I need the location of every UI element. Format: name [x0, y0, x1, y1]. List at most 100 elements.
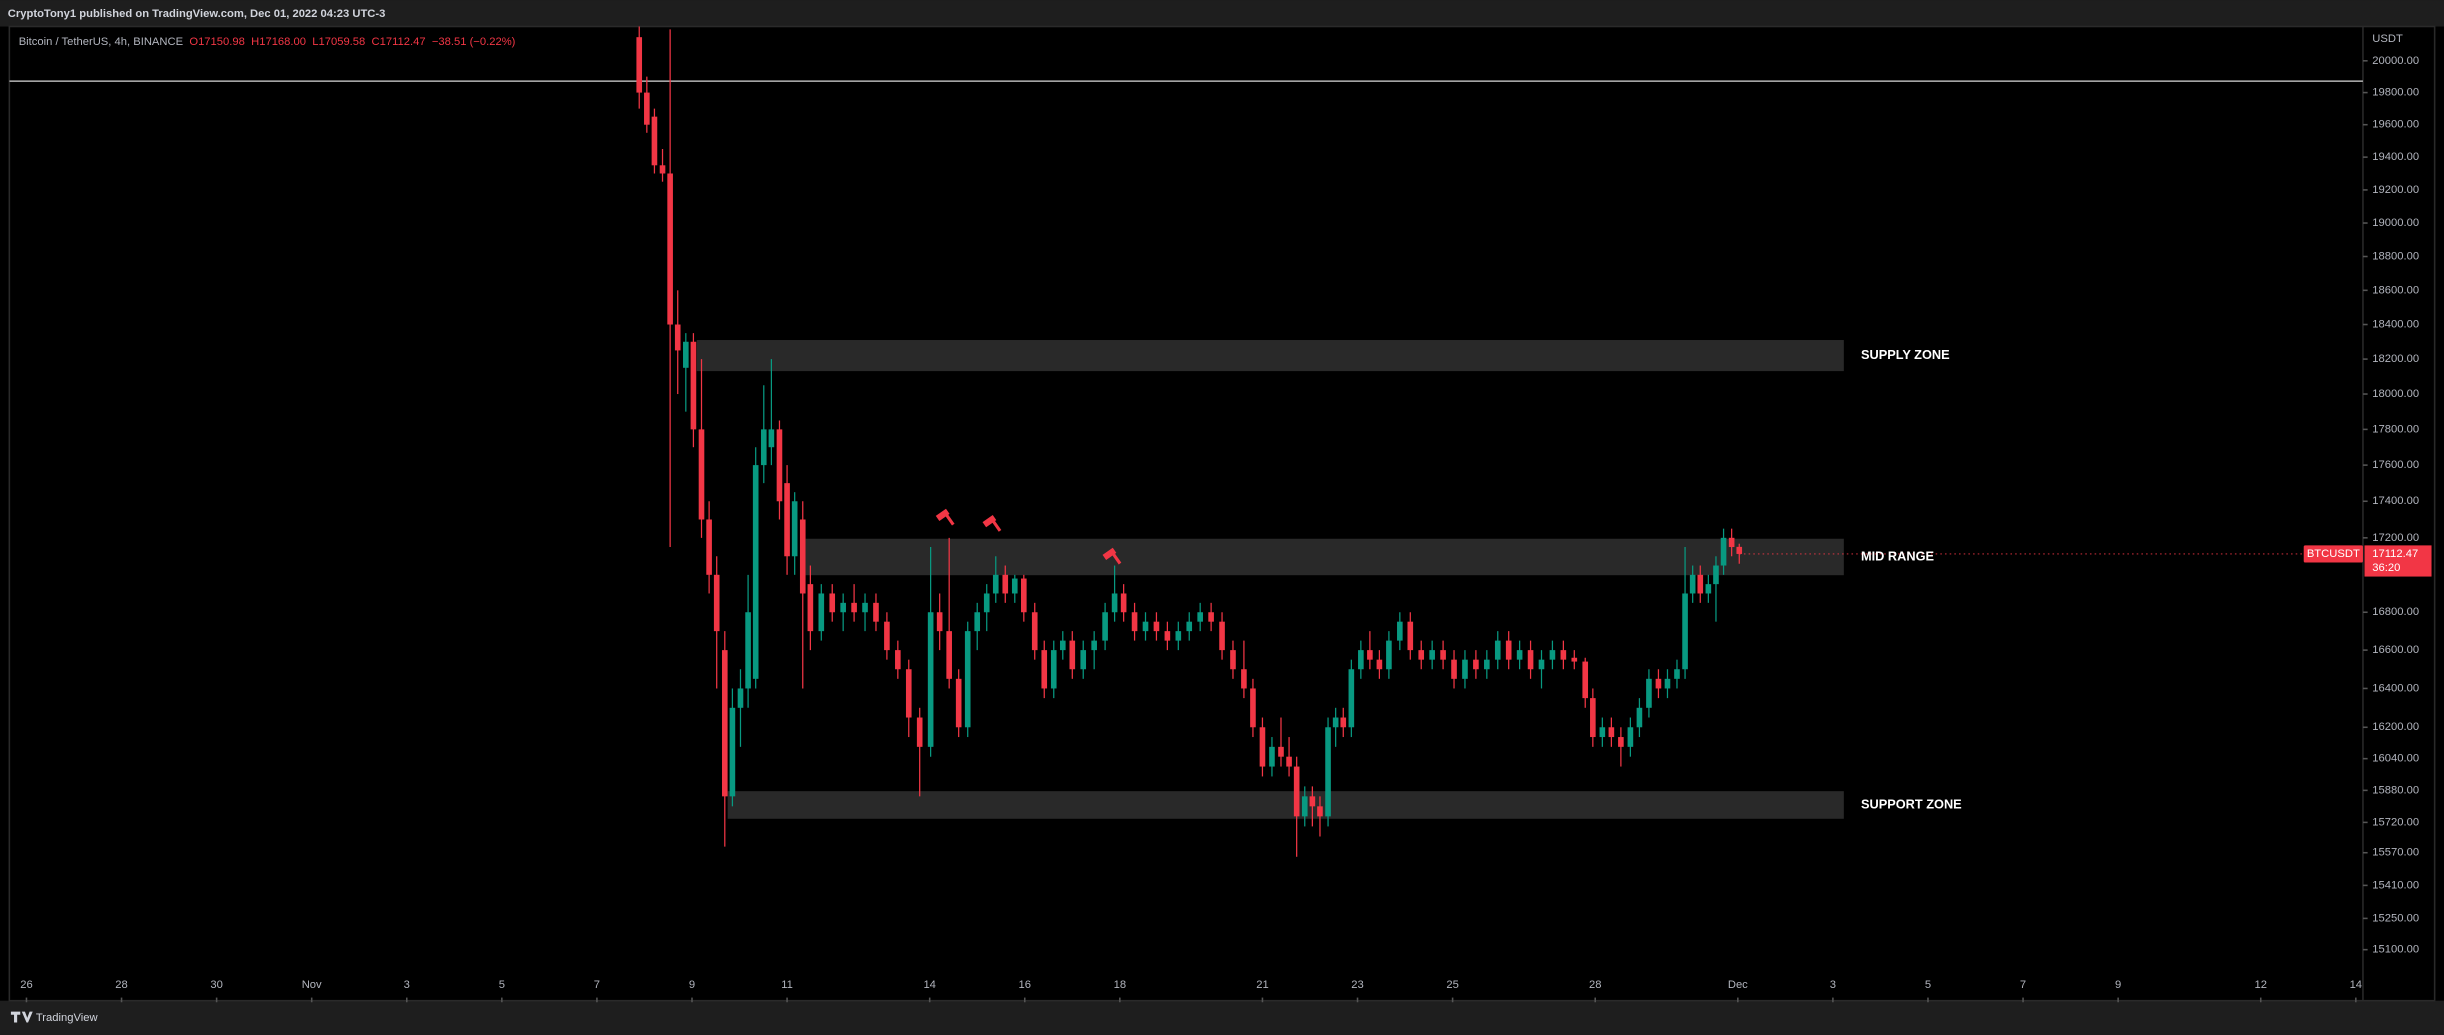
candle-body: [1608, 727, 1615, 738]
x-tick-label: 9: [689, 979, 695, 991]
candle-body: [829, 593, 836, 613]
candle-body: [1011, 578, 1018, 594]
x-tick-label: 7: [2020, 979, 2026, 991]
candle-body: [916, 717, 923, 747]
footer-bar: [0, 1000, 2444, 1035]
y-tick-label: 18000.00: [2372, 388, 2419, 400]
candle-body: [1269, 746, 1275, 767]
candle-body: [955, 678, 962, 728]
candle-body: [1208, 612, 1214, 622]
x-tick-label: 23: [1351, 979, 1363, 991]
y-tick-label: 19600.00: [2372, 119, 2419, 131]
candle-body: [1549, 650, 1556, 660]
x-tick-label: 26: [20, 979, 32, 991]
candle-body: [1340, 717, 1347, 728]
y-tick-label: 15410.00: [2372, 879, 2419, 891]
ohlc-value: C17112.47: [372, 36, 426, 48]
candle-body: [690, 341, 697, 430]
candle-body: [1689, 574, 1696, 594]
candle-body: [1705, 584, 1712, 594]
candle-body: [1002, 574, 1009, 594]
candle-body: [651, 116, 658, 166]
candle-body: [1407, 621, 1414, 651]
candle-body: [1031, 612, 1038, 651]
candle-body: [1021, 578, 1027, 613]
candle-body: [1091, 640, 1097, 651]
price-unit: USDT: [2372, 33, 2403, 45]
x-tick-label: 16: [1019, 979, 1031, 991]
x-tick-label: 30: [210, 979, 222, 991]
candle-body: [1397, 621, 1403, 641]
candle-body: [851, 602, 857, 613]
y-tick-label: 19800.00: [2372, 87, 2419, 99]
x-tick-label: Nov: [302, 979, 322, 991]
y-tick-label: 19200.00: [2372, 184, 2419, 196]
candle-body: [1059, 640, 1066, 651]
candle-body: [1440, 650, 1446, 660]
brand-name: TradingView: [36, 1012, 99, 1024]
candle-body: [1646, 678, 1652, 708]
candle-body: [1484, 659, 1490, 670]
candle-body: [1241, 669, 1247, 689]
candle-body: [644, 92, 650, 125]
candle-body: [1664, 678, 1671, 689]
y-tick-label: 15880.00: [2372, 784, 2419, 796]
candle-body: [636, 37, 643, 93]
y-tick-label: 17400.00: [2372, 495, 2419, 507]
y-tick-label: 19000.00: [2372, 217, 2419, 229]
candle-body: [1186, 621, 1193, 632]
x-tick-label: 12: [2255, 979, 2267, 991]
candle-body: [768, 429, 775, 448]
candle-body: [1080, 650, 1087, 670]
candle-body: [862, 602, 868, 613]
candle-body: [698, 429, 705, 520]
y-tick-label: 15250.00: [2372, 912, 2419, 924]
zone: [696, 340, 1844, 372]
candle-body: [1175, 631, 1182, 641]
symbol-tag: [2303, 545, 2363, 563]
x-tick-label: 5: [1925, 979, 1931, 991]
y-tick-label: 16400.00: [2372, 682, 2419, 694]
candle-body: [1429, 650, 1435, 660]
candle-body: [1317, 806, 1323, 817]
candle-body: [1367, 650, 1373, 660]
x-tick-label: 28: [115, 979, 127, 991]
x-tick-label: 25: [1446, 979, 1458, 991]
y-tick-label: 15720.00: [2372, 816, 2419, 828]
candle-body: [729, 707, 736, 797]
y-tick-label: 18200.00: [2372, 353, 2419, 365]
y-tick-label: 17600.00: [2372, 459, 2419, 471]
candle-body: [1655, 678, 1662, 689]
candle-body: [1418, 650, 1425, 660]
candle-body: [1050, 650, 1057, 689]
x-tick-label: 9: [2115, 979, 2121, 991]
x-tick-label: 7: [594, 979, 600, 991]
header-bar: [0, 0, 2444, 27]
candle-body: [745, 612, 751, 689]
candle-body: [1599, 727, 1606, 738]
candle-body: [807, 584, 814, 632]
candle-body: [1259, 727, 1266, 767]
candle-body: [752, 465, 759, 679]
zone-label: SUPPORT ZONE: [1861, 796, 1962, 811]
y-tick-label: 20000.00: [2372, 55, 2419, 67]
candle-body: [1164, 631, 1171, 641]
candle-body: [1376, 659, 1383, 670]
candle-body: [1728, 537, 1735, 548]
candle-body: [1142, 621, 1149, 632]
candle-body: [1348, 669, 1355, 728]
y-tick-label: 17800.00: [2372, 423, 2419, 435]
y-tick-label: 18400.00: [2372, 318, 2419, 330]
candle-body: [1473, 659, 1479, 670]
candle-body: [683, 341, 689, 368]
y-tick-label: 15570.00: [2372, 847, 2419, 859]
countdown-label: 36:20: [2372, 562, 2400, 574]
candle-body: [1131, 612, 1138, 632]
candle-body: [964, 631, 971, 728]
candle-body: [1505, 640, 1512, 660]
publisher-line: CryptoTony1 published on TradingView.com…: [8, 8, 386, 20]
candle-body: [1309, 796, 1316, 807]
tradingview-logo: TradingView: [10, 1011, 99, 1024]
candle-body: [1197, 612, 1203, 622]
